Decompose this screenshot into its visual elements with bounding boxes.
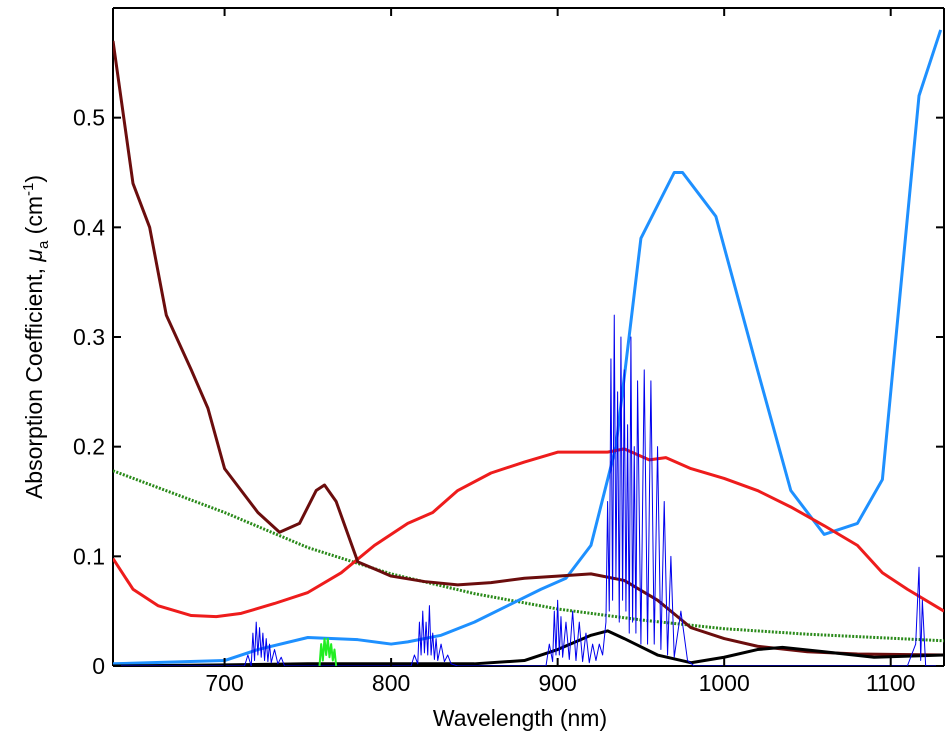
y-label-part: Absorption Coefficient, — [21, 262, 47, 499]
x-tick-label: 900 — [538, 670, 576, 696]
series-line — [113, 629, 944, 666]
x-tick-label: 1100 — [866, 670, 915, 696]
y-tick-label: 0.1 — [73, 543, 105, 569]
x-tick-label: 700 — [205, 670, 243, 696]
y-tick-label: 0 — [92, 653, 105, 679]
y-label-part: a — [35, 240, 52, 249]
plot-area — [113, 29, 944, 666]
y-label-part: -1 — [20, 183, 37, 196]
y-label-part: μ — [21, 249, 47, 263]
series-line — [113, 29, 943, 666]
y-tick-label: 0.3 — [73, 324, 105, 350]
series-line — [318, 637, 338, 666]
series-line — [113, 447, 944, 619]
series-line — [113, 314, 944, 666]
y-tick-label: 0.5 — [73, 105, 105, 131]
x-tick-label: 800 — [372, 670, 410, 696]
y-label-part: ) — [21, 175, 47, 183]
y-tick-label: 0.2 — [73, 434, 105, 460]
series-line — [113, 40, 944, 657]
x-tick-label: 1000 — [699, 670, 750, 696]
y-axis-label: Absorption Coefficient, μa (cm-1) — [20, 175, 52, 499]
y-tick-label: 0.4 — [73, 214, 105, 240]
y-label-part: (cm — [21, 196, 47, 241]
x-axis-label: Wavelength (nm) — [433, 705, 607, 731]
